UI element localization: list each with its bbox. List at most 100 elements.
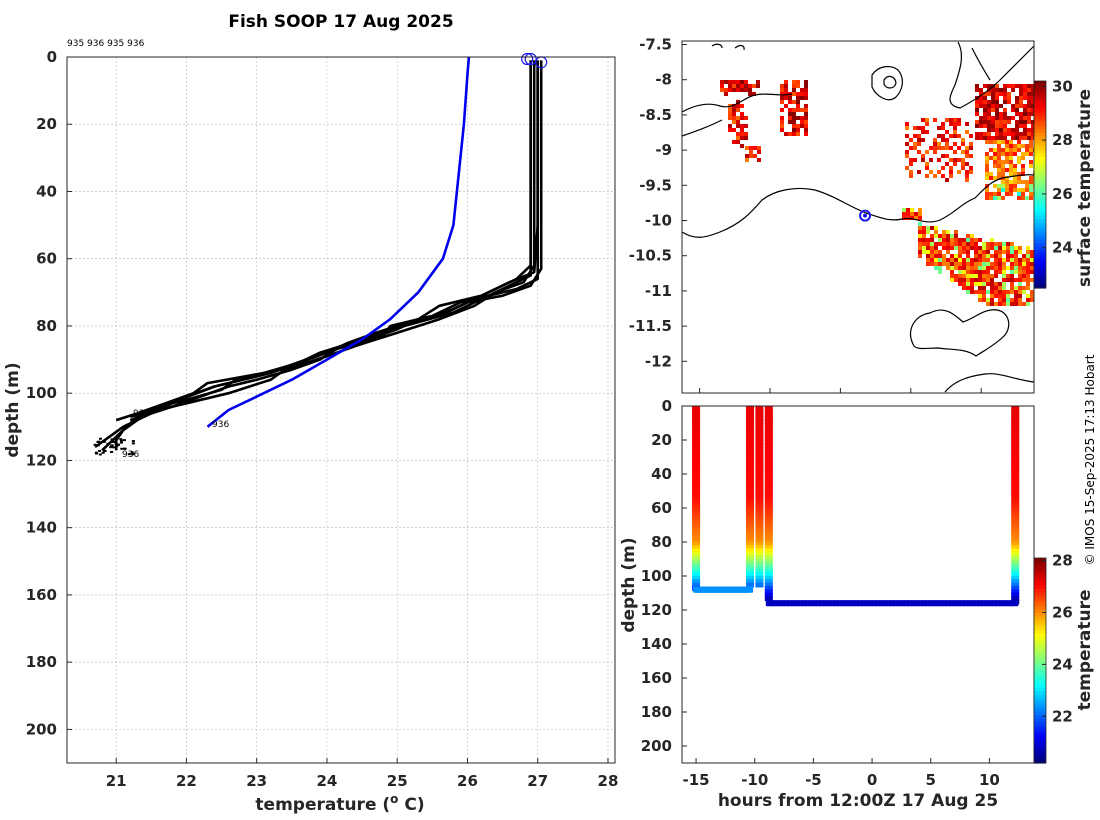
bottom-cluster-point xyxy=(119,439,123,442)
sst-pixel xyxy=(938,234,942,238)
temperature-colorbar-segment xyxy=(1034,592,1046,597)
coastline-east-2 xyxy=(971,47,991,81)
cast-sample xyxy=(692,504,701,510)
cast-sample xyxy=(755,483,764,489)
sst-pixel xyxy=(975,108,979,112)
sst-pixel xyxy=(986,270,990,274)
sst-pixel xyxy=(800,88,804,92)
temperature-colorbar-segment xyxy=(1034,711,1046,716)
sst-pixel xyxy=(1015,124,1019,128)
sst-pixel xyxy=(979,124,983,128)
profile-x-tick-label: 25 xyxy=(387,772,408,790)
map-lat-tick-label: -8.5 xyxy=(639,106,672,124)
sst-pixel xyxy=(950,246,954,250)
profile-x-tick-label: 21 xyxy=(106,772,127,790)
sst-pixel xyxy=(926,254,930,258)
cast-sample xyxy=(764,541,773,547)
profile-y-tick-label: 180 xyxy=(26,653,57,671)
cast-sample xyxy=(755,534,764,540)
cast-sample xyxy=(1011,562,1020,568)
sst-pixel xyxy=(1019,92,1023,96)
sst-pixel xyxy=(917,170,921,174)
cast-sample xyxy=(764,453,773,459)
cast-sample xyxy=(746,558,755,564)
sst-pixel xyxy=(1002,298,1006,302)
sst-pixel xyxy=(905,166,909,170)
sst-pixel xyxy=(929,170,933,174)
cast-sample xyxy=(755,572,764,578)
coastline-island-2 xyxy=(883,75,897,89)
sst-pixel xyxy=(1006,254,1010,258)
sst-pixel xyxy=(732,140,736,144)
sst-pixel xyxy=(958,270,962,274)
sst-pixel xyxy=(909,146,913,150)
tow-sample xyxy=(959,600,966,607)
sst-pixel xyxy=(989,140,993,144)
sst-pixel xyxy=(989,192,993,196)
sst-pixel xyxy=(954,230,958,234)
cast-sample xyxy=(692,419,701,425)
sst-pixel xyxy=(1030,250,1034,254)
coastline-east xyxy=(949,41,1035,109)
temperature-colorbar-segment xyxy=(1034,578,1046,583)
section-y-tick-label: 0 xyxy=(662,397,672,415)
sst-pixel xyxy=(975,84,979,88)
sst-pixel xyxy=(982,274,986,278)
sst-pixel xyxy=(1011,136,1015,140)
sst-pixel xyxy=(1003,84,1007,88)
sst-pixel xyxy=(780,108,784,112)
sst-pixel xyxy=(938,266,942,270)
sst-pixel xyxy=(724,92,728,96)
sst-pixel xyxy=(974,270,978,274)
sst-pixel xyxy=(958,266,962,270)
sst-pixel xyxy=(1005,176,1009,180)
sst-pixel xyxy=(925,122,929,126)
tow-sample xyxy=(871,600,878,607)
sst-pixel xyxy=(975,136,979,140)
map-lat-tick-label: -9 xyxy=(655,141,672,159)
sst-pixel xyxy=(970,242,974,246)
sst-pixel xyxy=(946,266,950,270)
cast-sample xyxy=(1011,412,1020,418)
sst-pixel xyxy=(1007,120,1011,124)
sst-pixel xyxy=(994,250,998,254)
sst-pixel xyxy=(788,108,792,112)
sst-colorbar-segment xyxy=(1034,156,1046,161)
sst-pixel xyxy=(792,88,796,92)
sst-pixel xyxy=(724,88,728,92)
sst-pixel xyxy=(921,154,925,158)
sst-pixel xyxy=(1006,290,1010,294)
sst-colorbar-segment xyxy=(1034,284,1046,289)
sst-pixel xyxy=(1002,246,1006,250)
sst-colorbar-segment xyxy=(1034,122,1046,127)
temperature-colorbar-segment xyxy=(1034,670,1046,675)
sst-pixel xyxy=(752,92,756,96)
sst-pixel xyxy=(998,242,1002,246)
sst-pixel xyxy=(994,242,998,246)
sst-pixel xyxy=(969,146,973,150)
sst-pixel xyxy=(970,246,974,250)
profile-y-tick-label: 0 xyxy=(47,48,57,66)
tow-sample xyxy=(846,600,853,607)
temperature-colorbar-segment xyxy=(1034,742,1046,747)
sst-pixel xyxy=(917,126,921,130)
sst-pixel xyxy=(800,108,804,112)
sst-pixel xyxy=(950,234,954,238)
sst-pixel xyxy=(902,208,906,212)
sst-pixel xyxy=(918,230,922,234)
section-y-tick-label: 40 xyxy=(651,465,672,483)
sst-pixel xyxy=(1018,286,1022,290)
cast-sample xyxy=(1011,483,1020,489)
tow-sample xyxy=(889,600,896,607)
sst-pixel xyxy=(983,108,987,112)
sst-pixel xyxy=(1007,128,1011,132)
sst-pixel xyxy=(804,128,808,132)
sst-pixel xyxy=(1027,116,1031,120)
sst-pixel xyxy=(954,254,958,258)
sst-pixel xyxy=(998,246,1002,250)
sst-pixel xyxy=(961,142,965,146)
cast-sample xyxy=(692,551,701,557)
cast-sample xyxy=(1011,568,1020,574)
sst-pixel xyxy=(987,104,991,108)
sst-pixel xyxy=(999,132,1003,136)
